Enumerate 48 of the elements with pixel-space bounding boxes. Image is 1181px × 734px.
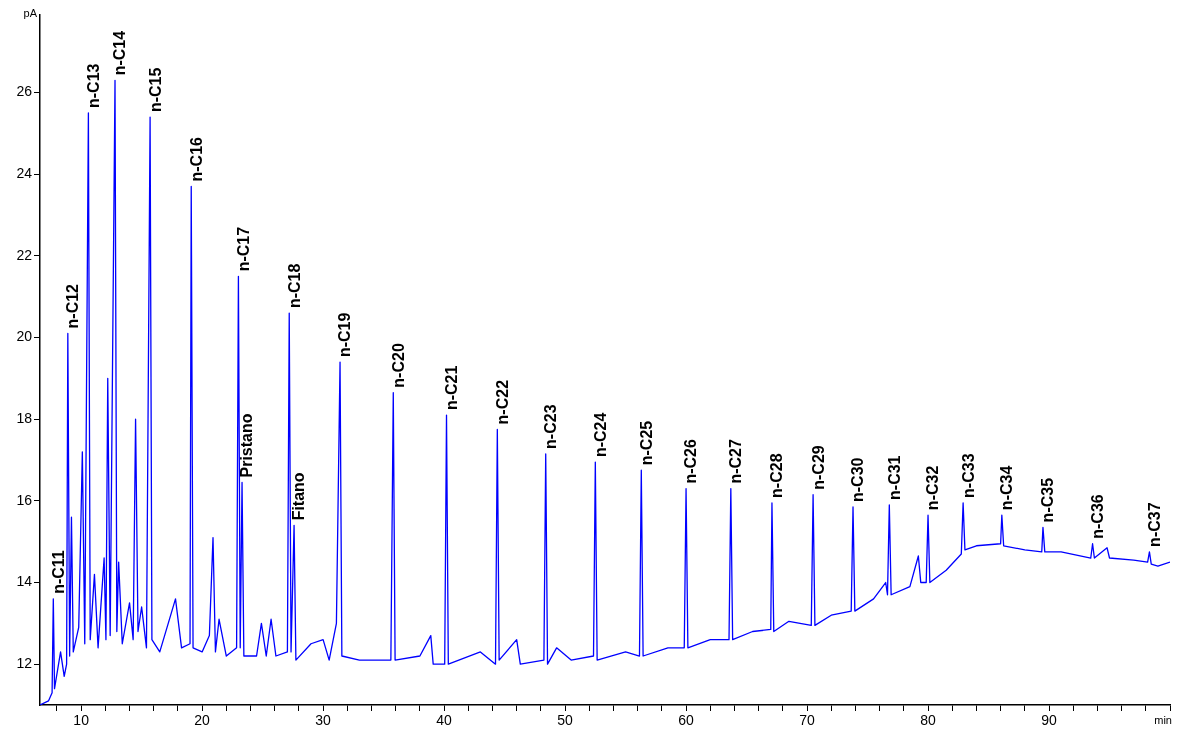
y-tick-label: 14 bbox=[16, 573, 33, 590]
y-tick-label: 20 bbox=[16, 328, 33, 345]
annotation: n-C11 bbox=[49, 550, 67, 594]
annotation: n-C13 bbox=[84, 63, 102, 108]
x-tick-label: 50 bbox=[557, 712, 574, 729]
x-tick-label: 10 bbox=[73, 712, 90, 729]
annotation: n-C23 bbox=[542, 404, 560, 449]
annotation: n-C22 bbox=[493, 379, 511, 425]
annotation: Fitano bbox=[290, 472, 308, 521]
x-axis-title: min bbox=[1154, 713, 1172, 726]
y-tick-label: 12 bbox=[16, 655, 33, 672]
annotation: n-C15 bbox=[146, 67, 164, 113]
annotation: n-C35 bbox=[1039, 477, 1057, 523]
x-tick-label: 20 bbox=[194, 712, 211, 729]
annotation: n-C17 bbox=[234, 226, 252, 272]
annotation: n-C21 bbox=[442, 365, 460, 411]
annotation: n-C33 bbox=[959, 453, 977, 498]
annotation: n-C29 bbox=[809, 445, 827, 490]
annotation: n-C26 bbox=[682, 439, 700, 484]
annotation: n-C25 bbox=[637, 420, 655, 466]
annotation: n-C34 bbox=[998, 465, 1016, 511]
annotation: n-C27 bbox=[727, 439, 745, 484]
y-axis-title: pA bbox=[23, 6, 38, 19]
y-tick-label: 22 bbox=[16, 246, 33, 263]
annotation: n-C19 bbox=[336, 312, 354, 358]
annotation: n-C20 bbox=[389, 343, 407, 388]
annotation: n-C16 bbox=[187, 136, 205, 182]
annotation: n-C37 bbox=[1145, 502, 1163, 547]
y-tick-label: 26 bbox=[16, 83, 33, 100]
annotation: n-C30 bbox=[849, 457, 867, 502]
y-tick-label: 24 bbox=[16, 165, 33, 182]
x-tick-label: 40 bbox=[436, 712, 453, 729]
annotation: Pristano bbox=[238, 413, 256, 478]
annotation: n-C36 bbox=[1088, 494, 1106, 539]
x-tick-label: 70 bbox=[799, 712, 816, 729]
annotation: n-C12 bbox=[64, 283, 82, 329]
x-tick-label: 30 bbox=[315, 712, 332, 729]
y-tick-label: 18 bbox=[16, 410, 33, 427]
x-tick-label: 80 bbox=[920, 712, 937, 729]
annotation: n-C14 bbox=[111, 30, 129, 76]
annotation: n-C24 bbox=[591, 412, 609, 458]
x-tick-label: 90 bbox=[1041, 712, 1058, 729]
x-tick-label: 60 bbox=[678, 712, 695, 729]
annotation: n-C28 bbox=[768, 453, 786, 498]
y-tick-label: 16 bbox=[16, 491, 33, 508]
annotation: n-C31 bbox=[885, 455, 903, 500]
annotation: n-C32 bbox=[924, 465, 942, 511]
annotation: n-C18 bbox=[285, 263, 303, 309]
